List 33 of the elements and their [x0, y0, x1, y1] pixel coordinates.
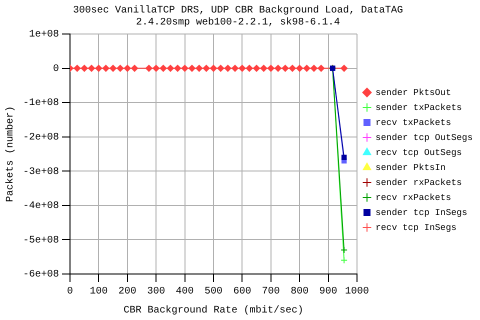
y-tick-label: -1e+08: [22, 98, 60, 110]
x-tick-label: 900: [319, 286, 338, 298]
legend-label: sender tcp InSegs: [376, 208, 468, 218]
chart-title: 300sec VanillaTCP DRS, UDP CBR Background Load, DataTAG: [72, 4, 404, 17]
legend-label: sender tcp OutSegs: [376, 132, 473, 143]
legend-label: recv rxPackets: [376, 192, 452, 203]
legend-label: sender rxPackets: [376, 178, 462, 188]
legend-label: recv tcp InSegs: [376, 222, 457, 233]
y-tick-label: 1e+08: [28, 30, 60, 41]
legend-label: sender txPackets: [376, 102, 462, 113]
y-tick-label: -3e+08: [22, 166, 60, 178]
legend-label: sender PktsOut: [376, 88, 452, 98]
x-axis-title: CBR Background Rate (mbit/sec): [123, 304, 304, 317]
x-tick-label: 1000: [344, 286, 370, 298]
y-axis-title: Packets (number): [4, 106, 17, 202]
y-tick-label: -4e+08: [22, 201, 60, 212]
y-tick-label: -5e+08: [22, 235, 60, 246]
x-tick-label: 300: [147, 286, 166, 298]
x-tick-label: 700: [262, 286, 280, 298]
x-tick-label: 600: [233, 286, 252, 298]
x-tick-label: 100: [90, 286, 108, 298]
chart-subtitle: 2.4.20smp web100-2.2.1, sk98-6.1.4: [136, 16, 340, 29]
x-tick-label: 800: [290, 286, 309, 298]
y-tick-label: -2e+08: [22, 132, 60, 144]
y-tick-label: -6e+08: [22, 270, 60, 281]
x-tick-label: 500: [204, 286, 223, 298]
y-tick-label: 0: [52, 64, 60, 75]
legend-label: sender PktsIn: [376, 162, 446, 173]
x-tick-label: 0: [67, 286, 74, 298]
legend-label: recv txPackets: [376, 118, 452, 128]
x-tick-label: 400: [176, 286, 194, 298]
legend-label: recv tcp OutSegs: [376, 148, 462, 158]
x-tick-label: 200: [118, 286, 136, 298]
